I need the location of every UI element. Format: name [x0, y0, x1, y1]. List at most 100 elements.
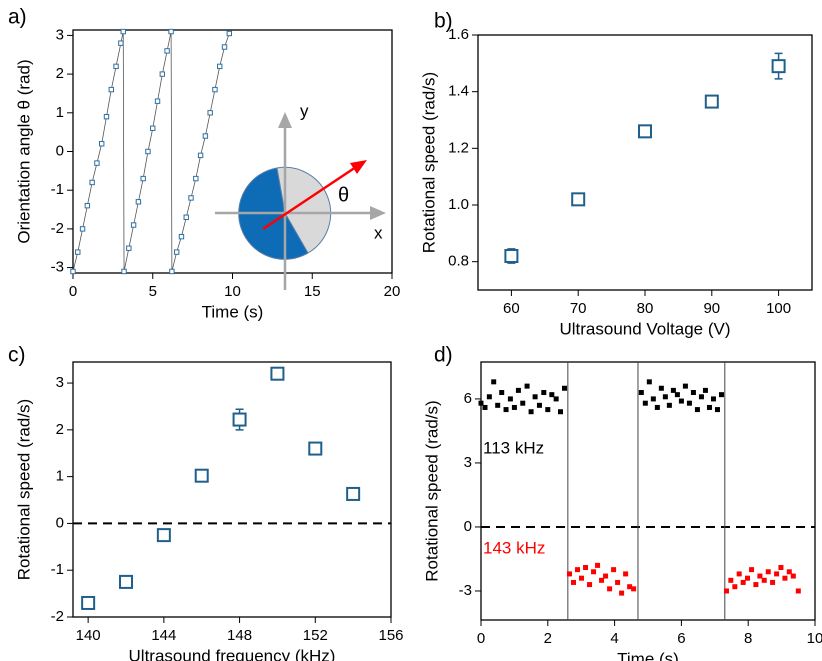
data-point — [753, 582, 759, 588]
data-point — [728, 577, 734, 583]
data-point — [736, 571, 742, 577]
data-point — [159, 71, 166, 77]
data-point — [121, 268, 127, 275]
data-point — [135, 199, 142, 205]
data-point — [595, 562, 601, 568]
data-point — [770, 579, 776, 585]
y-axis-label: Rotational speed (rad/s) — [14, 399, 33, 580]
y-tick-label: 3 — [464, 454, 472, 471]
y-tick-label: 1.4 — [448, 83, 469, 100]
data-point — [193, 175, 199, 182]
y-arrow-head — [278, 112, 292, 128]
data-point — [178, 233, 185, 240]
data-point — [562, 385, 567, 391]
data-point — [642, 400, 648, 406]
x-tick-label: 90 — [703, 300, 720, 317]
panel: 140 144 148 152 156 -2 -1 0 1 2 3 Ultrasound freque… — [8, 344, 404, 661]
data-point — [690, 390, 696, 396]
data-point — [567, 571, 573, 577]
data-point — [270, 366, 285, 381]
x-tick-label: 60 — [503, 300, 520, 317]
x-tick-label: 144 — [151, 627, 176, 644]
data-point — [579, 575, 585, 581]
data-point — [732, 584, 738, 590]
data-point — [119, 574, 133, 589]
series-label: 143 kHz — [483, 538, 545, 557]
data-point — [507, 396, 513, 402]
data-point — [84, 202, 91, 209]
y-tick-label: 1.0 — [448, 196, 469, 213]
data-point — [607, 586, 613, 592]
data-point — [504, 249, 519, 263]
data-point — [75, 249, 81, 255]
data-point — [94, 160, 100, 166]
data-point — [140, 175, 146, 182]
x-tick-label: 148 — [227, 627, 252, 644]
theta-arrow — [262, 165, 357, 231]
data-point — [678, 398, 684, 404]
data-point — [666, 402, 672, 408]
y-tick-label: 2 — [56, 421, 64, 438]
data-point — [686, 400, 692, 406]
data-point — [499, 390, 505, 396]
y-tick-label: 3 — [56, 374, 64, 391]
data-point — [778, 565, 784, 571]
x-tick-label: 4 — [610, 630, 618, 647]
data-point — [113, 63, 119, 70]
inset-label: x — [374, 223, 383, 242]
data-point — [536, 402, 542, 408]
data-point — [486, 394, 492, 400]
y-tick-label: 0 — [56, 514, 64, 531]
data-point — [761, 577, 767, 583]
data-point — [670, 387, 676, 393]
data-point — [173, 249, 180, 255]
data-point — [120, 28, 126, 35]
inset-label: θ — [338, 184, 349, 206]
y-tick-label: 1 — [56, 104, 64, 121]
data-point — [202, 133, 209, 139]
data-point — [103, 113, 110, 120]
y-axis-label: Orientation angle θ (rad) — [14, 59, 33, 243]
data-point — [650, 396, 656, 402]
y-axis-label: Rotational speed (rad/s) — [422, 400, 441, 581]
data-point — [89, 179, 95, 186]
x-tick-label: 10 — [224, 283, 241, 300]
y-tick-label: 6 — [464, 390, 472, 407]
data-point — [520, 400, 526, 406]
inset-diagram: y x θ — [215, 101, 386, 290]
data-point — [615, 579, 621, 585]
panel-label: a) — [8, 6, 27, 29]
data-point — [118, 40, 124, 46]
data-point — [212, 86, 218, 93]
panel: 60 70 80 90 100 0.8 1.0 1.2 1.4 1.6 Ultrasound Vol… — [419, 10, 813, 338]
x-arrow-head — [370, 206, 386, 220]
data-point — [674, 392, 680, 398]
y-tick-label: 0 — [464, 518, 472, 535]
y-tick-label: -1 — [51, 561, 64, 578]
x-tick-label: 5 — [149, 283, 157, 300]
data-line — [72, 31, 230, 272]
y-tick-label: 1.2 — [448, 139, 469, 156]
data-point — [603, 573, 609, 579]
data-point — [532, 394, 538, 400]
x-tick-label: 80 — [637, 300, 654, 317]
data-point — [79, 226, 86, 232]
x-tick-label: 152 — [303, 627, 328, 644]
x-tick-label: 70 — [570, 300, 587, 317]
data-point — [774, 571, 780, 577]
data-point — [749, 567, 755, 573]
data-point — [150, 125, 156, 131]
data-point — [638, 124, 652, 139]
y-tick-label: 1 — [56, 468, 64, 485]
data-point — [740, 579, 746, 585]
x-tick-label: 10 — [807, 630, 822, 647]
data-point — [553, 396, 559, 402]
x-tick-label: 6 — [677, 630, 685, 647]
data-point — [786, 569, 792, 575]
data-point — [745, 575, 751, 581]
data-point — [765, 569, 771, 575]
x-tick-label: 0 — [477, 630, 485, 647]
data-point — [130, 222, 137, 228]
plot-frame — [477, 34, 813, 291]
